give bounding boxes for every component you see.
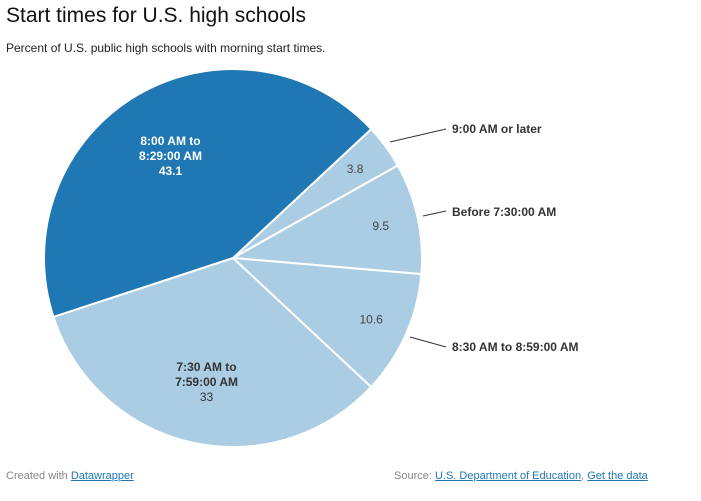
slice-label: 7:30 AM to [176, 360, 236, 374]
chart-subtitle: Percent of U.S. public high schools with… [6, 41, 326, 55]
datawrapper-link[interactable]: Datawrapper [70, 470, 134, 482]
credit-prefix: Created with [6, 470, 71, 482]
pie-chart: 3.8 9:00 AM or later 9.5 Before 7:30:00 AM 1… [43, 68, 578, 448]
pie-slice [230, 256, 423, 389]
pie-slice [43, 68, 373, 319]
leader-line [422, 210, 447, 217]
slice-value: 9.5 [372, 219, 389, 233]
slice-label: 8:30 AM to 8:59:00 AM [452, 340, 578, 354]
separator: , [581, 470, 588, 482]
credit: Created with Datawrapper [6, 470, 134, 482]
slice-value: 33 [200, 390, 214, 404]
pie-slice [52, 256, 373, 448]
pie-slice [229, 164, 423, 276]
get-data-link[interactable]: Get the data [587, 470, 648, 482]
slice-label: 7:59:00 AM [175, 375, 238, 389]
leader-line [409, 336, 447, 348]
slice-label: Before 7:30:00 AM [452, 205, 556, 219]
slice-value: 43.1 [159, 164, 183, 178]
leader-line [389, 128, 447, 143]
slice-label: 8:00 AM to [140, 134, 200, 148]
slice-label: 9:00 AM or later [452, 122, 542, 136]
source-prefix: Source: [394, 470, 435, 482]
slice-label: 8:29:00 AM [139, 149, 202, 163]
source: Source: U.S. Department of Education, Ge… [394, 470, 648, 482]
slice-value: 10.6 [359, 312, 383, 326]
chart-title: Start times for U.S. high schools [6, 4, 306, 27]
source-link[interactable]: U.S. Department of Education [434, 470, 582, 482]
slice-value: 3.8 [347, 162, 364, 176]
